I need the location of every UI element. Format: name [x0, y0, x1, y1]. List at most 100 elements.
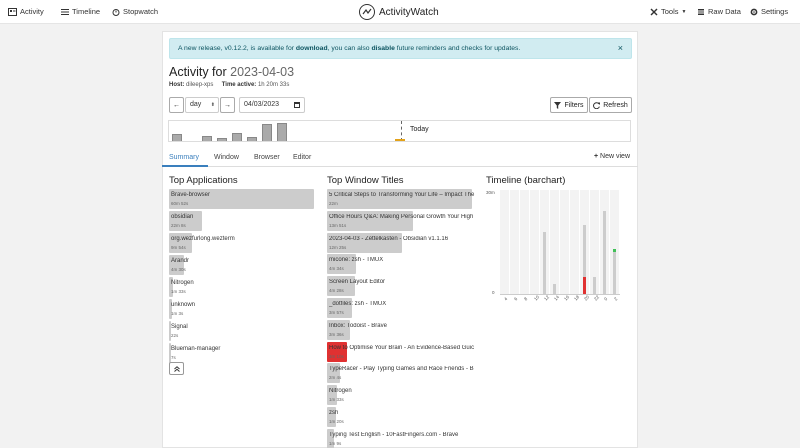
window-duration-bar	[327, 341, 348, 362]
app-list-item[interactable]: unknown 1m 3s	[169, 299, 317, 319]
y-axis-min-label: 0	[492, 290, 495, 295]
brand-name: ActivityWatch	[379, 6, 439, 18]
timeline-bar[interactable]	[613, 248, 616, 253]
time-active-label: Time active:	[221, 82, 257, 88]
chevrons-up-icon	[173, 365, 180, 372]
timeline-hour-column	[500, 190, 509, 294]
period-select[interactable]: day ⬍	[185, 97, 219, 113]
nav-stopwatch[interactable]: Stopwatch	[112, 7, 158, 16]
window-list-item[interactable]: Typing Test English - 10FastFingers.com …	[327, 428, 475, 448]
app-list-item[interactable]: Brave-browser 60m 52s	[169, 189, 317, 209]
page-title: Activity for 2023-04-03	[169, 65, 294, 79]
mini-timeline-bar[interactable]	[217, 138, 227, 141]
activity-icon	[8, 7, 17, 16]
x-axis-tick-label: 12	[543, 294, 551, 302]
alert-disable-link[interactable]: disable	[371, 45, 395, 52]
timeline-bar[interactable]	[553, 283, 556, 294]
mini-timeline-bar[interactable]	[232, 133, 242, 141]
new-view-button[interactable]: + New view	[594, 153, 630, 160]
window-duration-bar	[327, 254, 356, 275]
window-duration: 2m 4s	[329, 375, 342, 381]
window-title: Office Hours Q&A: Making Personal Growth…	[329, 213, 474, 220]
window-list-item[interactable]: Office Hours Q&A: Making Personal Growth…	[327, 210, 475, 231]
mini-timeline-bar[interactable]	[262, 124, 272, 141]
window-list-item[interactable]: 2023-04-03 - Zettelkasten - Obsidian v1.…	[327, 232, 475, 253]
new-view-label: New view	[600, 153, 630, 160]
app-list-item[interactable]: Blueman-manager 7s	[169, 343, 317, 363]
x-axis-tick-label: 18	[573, 294, 581, 302]
timeline-hour-column	[510, 190, 519, 294]
app-duration-bar	[169, 343, 171, 363]
timeline-bar[interactable]	[583, 276, 586, 294]
window-list-item[interactable]: Screen Layout Editor 4m 28s	[327, 276, 475, 297]
nav-tools-dropdown[interactable]: Tools ▼	[650, 7, 686, 16]
timeline-hour-column	[610, 190, 619, 294]
mini-timeline-bar[interactable]	[172, 134, 182, 141]
close-icon[interactable]: ×	[617, 43, 623, 53]
filters-button[interactable]: Filters	[550, 97, 588, 113]
app-name: Signal	[171, 324, 188, 330]
next-period-button[interactable]: →	[220, 97, 235, 113]
app-duration: 22s	[171, 333, 179, 338]
window-duration-bar	[327, 428, 335, 448]
timeline-bar[interactable]	[613, 252, 616, 294]
app-list-item[interactable]: Signal 22s	[169, 321, 317, 341]
window-duration: 3m 10s	[329, 353, 344, 359]
app-list-item[interactable]: Nitrogen 1m 33s	[169, 277, 317, 297]
app-list-item[interactable]: org.wezfurlong.wezterm 9m 54s	[169, 233, 317, 253]
nav-tools-label: Tools	[661, 7, 679, 16]
collapse-button[interactable]	[169, 362, 184, 375]
current-period-marker	[395, 139, 405, 141]
app-duration-bar	[169, 211, 203, 231]
tab-summary[interactable]: Summary	[169, 154, 199, 161]
x-axis-line	[500, 294, 620, 295]
time-active-value: 1h 20m 33s	[257, 82, 290, 88]
timeline-bar[interactable]	[603, 210, 606, 294]
window-duration: 13m 51s	[329, 222, 347, 228]
window-list-item[interactable]: TypeRacer - Play Typing Games and Race F…	[327, 363, 475, 384]
app-duration-bar	[169, 277, 174, 297]
window-list-item[interactable]: zsh 1m 20s	[327, 407, 475, 427]
nav-settings[interactable]: Settings	[750, 7, 788, 16]
window-title: How to Optimise Your Brain - An Evidence…	[329, 344, 475, 351]
prev-period-button[interactable]: ←	[169, 97, 184, 113]
brand[interactable]: ActivityWatch	[359, 4, 439, 20]
app-list-item[interactable]: Arandr 4m 30s	[169, 255, 317, 275]
window-list-item[interactable]: Nitrogen 1m 33s	[327, 385, 475, 406]
app-duration-bar	[169, 189, 314, 209]
host-label: Host:	[169, 82, 185, 88]
nav-timeline[interactable]: Timeline	[61, 7, 100, 16]
timeline-hour-column	[550, 190, 559, 294]
alert-download-link[interactable]: download	[295, 45, 328, 52]
nav-raw-data[interactable]: Raw Data	[697, 7, 741, 16]
timeline-bar[interactable]	[583, 224, 586, 277]
timeline-hour-column	[560, 190, 569, 294]
timeline-bar[interactable]	[543, 231, 546, 294]
window-duration: 12m 25s	[329, 244, 347, 250]
host-meta: Host: dileep-xps Time active: 1h 20m 33s	[169, 82, 289, 88]
mini-timeline[interactable]: Today	[168, 120, 631, 142]
window-list-item[interactable]: 5 Critical Steps to Transforming Your Li…	[327, 189, 475, 209]
tab-browser[interactable]: Browser	[254, 154, 280, 161]
refresh-button[interactable]: Refresh	[589, 97, 632, 113]
app-name: Brave-browser	[171, 192, 211, 198]
window-title: 2023-04-03 - Zettelkasten - Obsidian v1.…	[329, 235, 449, 242]
tab-editor[interactable]: Editor	[293, 154, 312, 161]
mini-timeline-bar[interactable]	[277, 123, 287, 141]
mini-timeline-bar[interactable]	[202, 136, 212, 141]
window-list-item[interactable]: _dotfiles: zsh - TMUX 3m 57s	[327, 298, 475, 318]
activitywatch-logo-icon	[359, 4, 375, 20]
app-duration: 1m 33s	[171, 289, 186, 294]
nav-activity[interactable]: Activity	[8, 7, 44, 16]
window-duration-bar	[327, 363, 341, 384]
timeline-bar[interactable]	[593, 276, 596, 294]
period-select-value: day	[190, 101, 202, 108]
mini-timeline-bar[interactable]	[247, 137, 257, 141]
tab-window[interactable]: Window	[214, 154, 239, 161]
app-list-item[interactable]: obsidian 22m 8s	[169, 211, 317, 231]
date-input[interactable]: 04/03/2023	[239, 97, 305, 113]
window-list-item[interactable]: Inbox: Todoist - Brave 3m 36s	[327, 319, 475, 340]
window-list-item[interactable]: micone: zsh - TMUX 4m 34s	[327, 254, 475, 275]
x-axis-tick-label: 20	[583, 294, 591, 302]
window-list-item[interactable]: How to Optimise Your Brain - An Evidence…	[327, 341, 475, 362]
